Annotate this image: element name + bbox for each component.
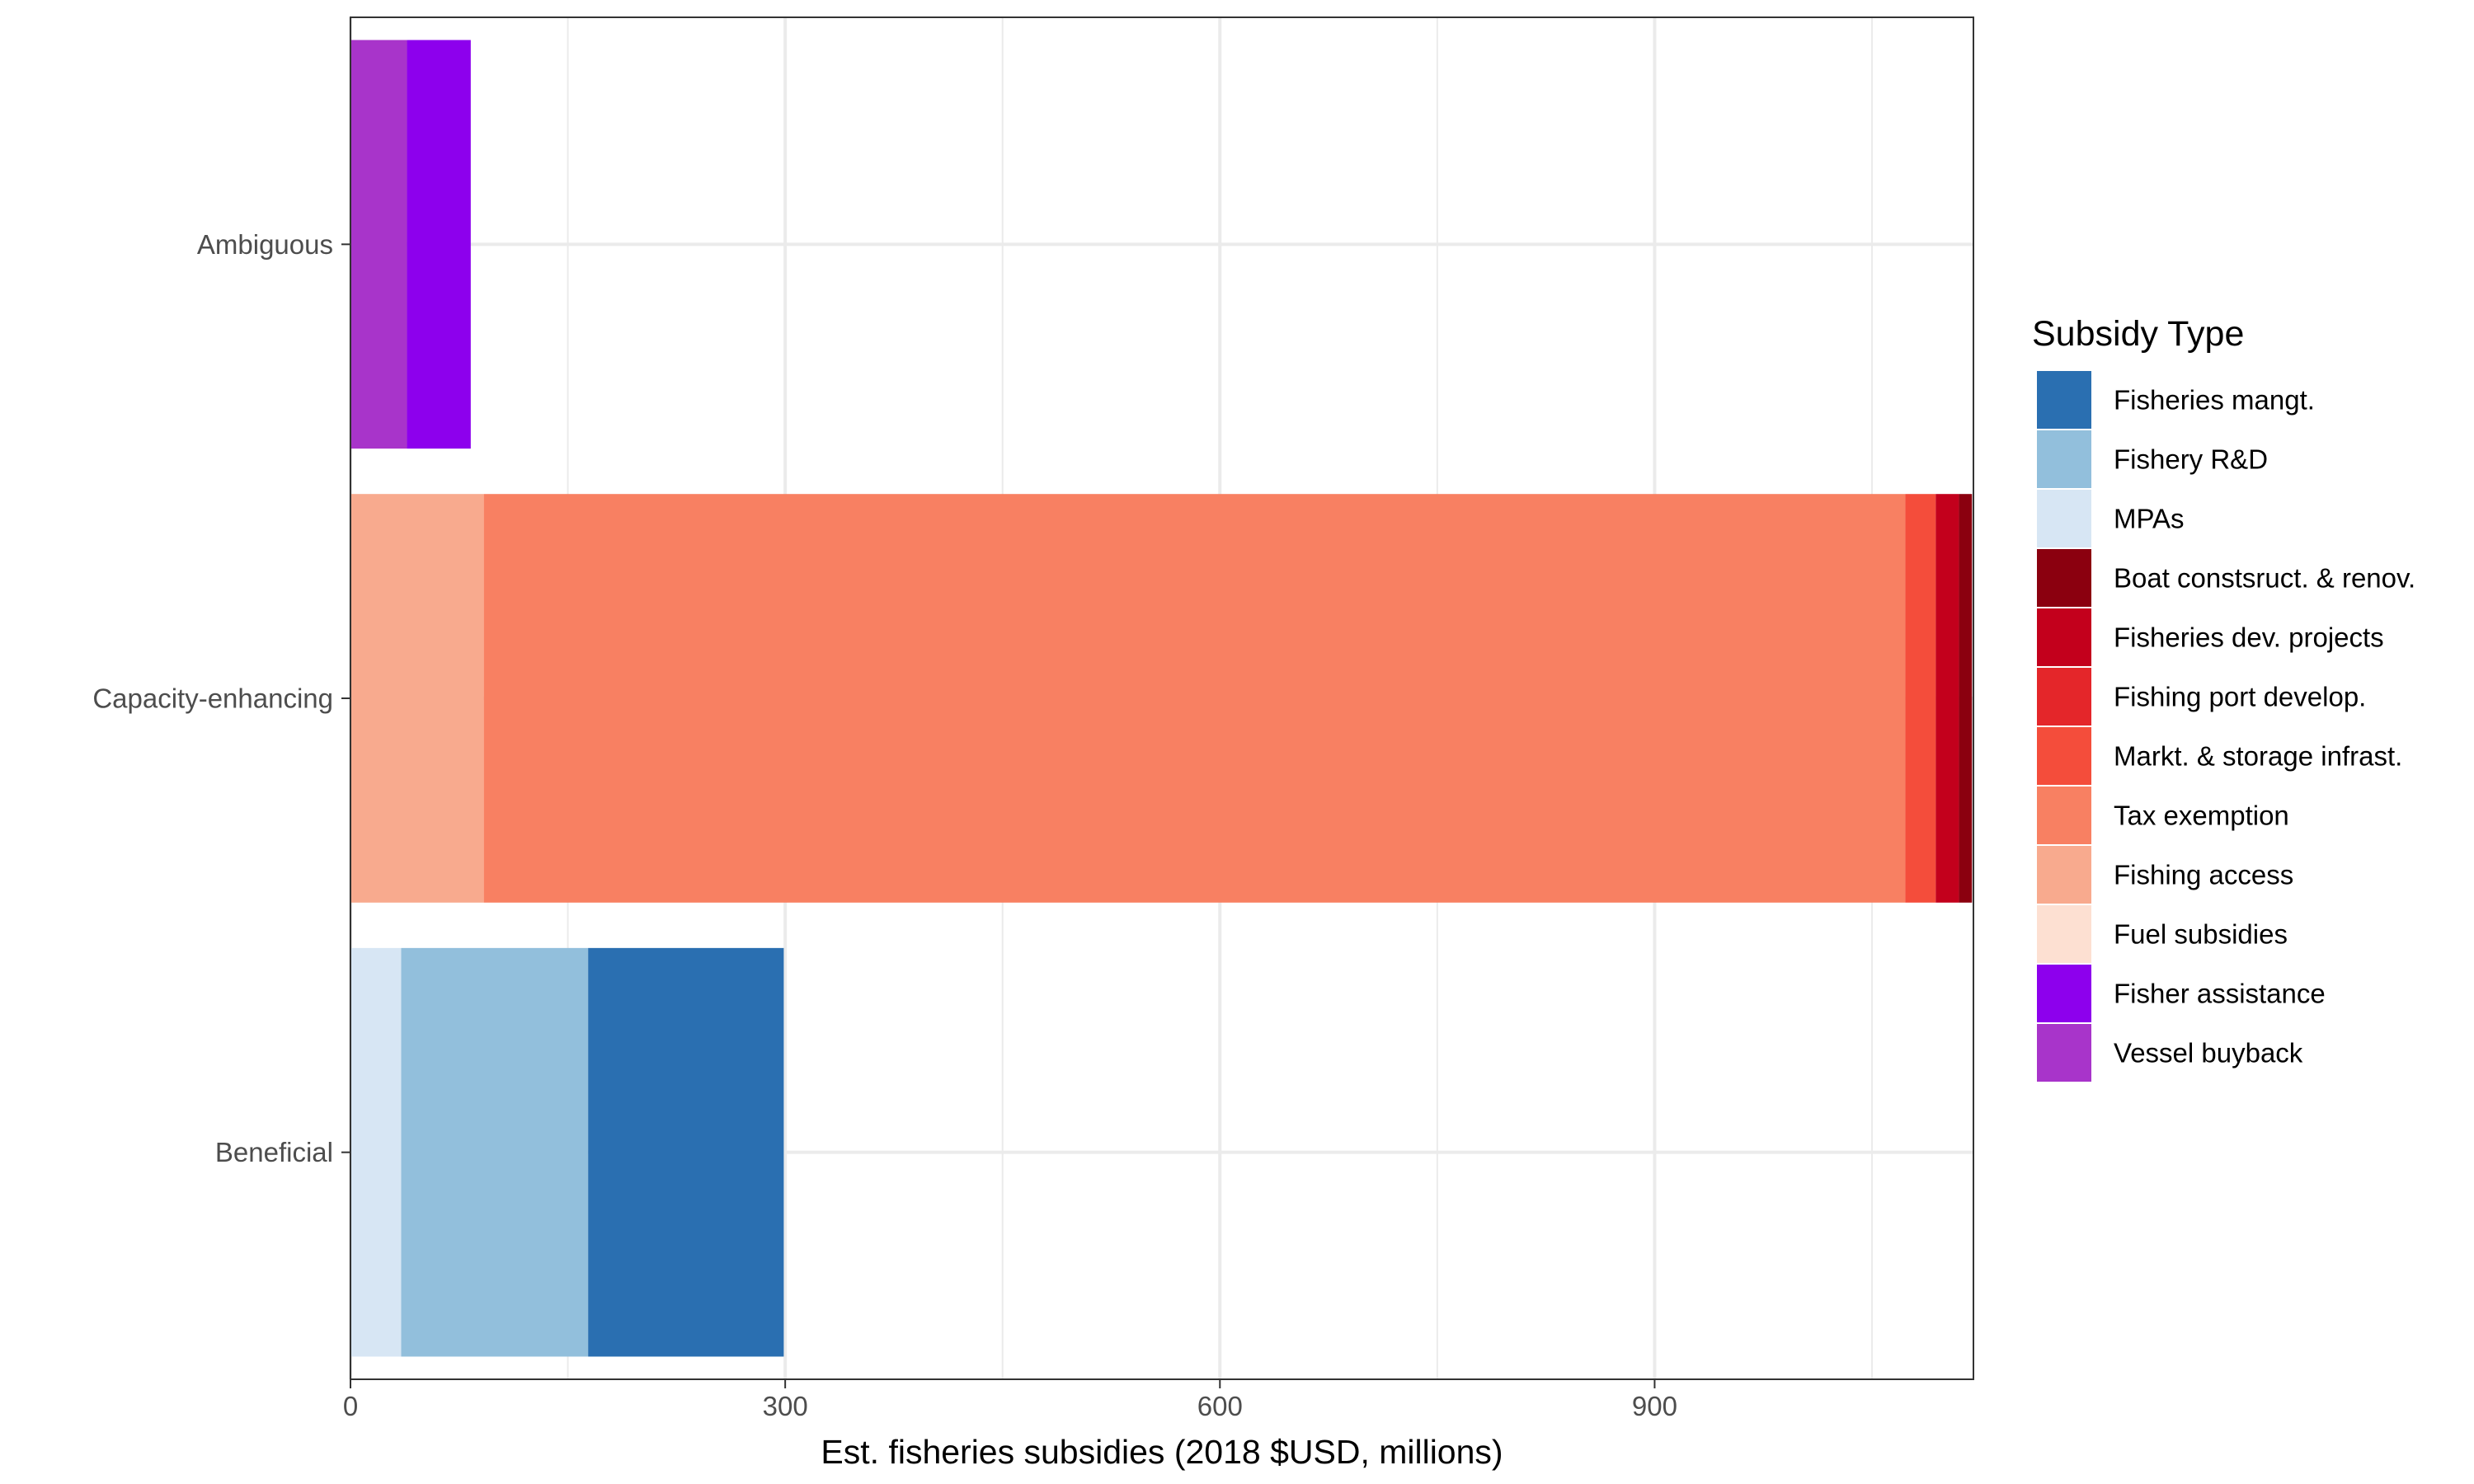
bar-segment	[407, 40, 471, 449]
bar-segment	[1905, 494, 1936, 903]
bar-segment	[588, 947, 784, 1357]
bars	[350, 40, 1973, 1357]
y-tick-label: Capacity-enhancing	[92, 683, 333, 714]
legend-key	[2037, 1024, 2091, 1082]
bar-segment	[350, 947, 402, 1357]
legend-label: Fisheries mangt.	[2114, 385, 2315, 416]
legend-key	[2037, 846, 2091, 904]
legend-label: Fishing access	[2114, 860, 2293, 890]
bar-segment	[1935, 494, 1959, 903]
bar-segment	[401, 947, 589, 1357]
legend-key	[2037, 965, 2091, 1022]
bar-segment	[350, 494, 484, 903]
legend-key	[2037, 727, 2091, 785]
legend-label: Fishing port develop.	[2114, 682, 2366, 712]
legend-label: Boat constsruct. & renov.	[2114, 563, 2415, 594]
legend-label: Tax exemption	[2114, 801, 2289, 831]
legend-key	[2037, 371, 2091, 429]
x-tick-label: 600	[1197, 1391, 1243, 1421]
x-axis-title: Est. fisheries subsidies (2018 $USD, mil…	[821, 1433, 1503, 1471]
bar-segment	[483, 494, 1906, 903]
bar-segment	[350, 40, 407, 449]
legend-label: Fisheries dev. projects	[2114, 622, 2384, 653]
legend-key	[2037, 787, 2091, 844]
legend-title: Subsidy Type	[2032, 314, 2244, 354]
legend: Subsidy Type Fisheries mangt. Fishery R&D…	[2032, 314, 2415, 1082]
legend-label: Fisher assistance	[2114, 979, 2326, 1009]
legend-label: Vessel buyback	[2114, 1038, 2303, 1068]
y-tick-label: Ambiguous	[197, 229, 333, 260]
y-tick-label: Beneficial	[215, 1137, 333, 1167]
legend-key	[2037, 430, 2091, 488]
axes: Ambiguous Capacity-enhancing Beneficial 0 30…	[92, 229, 1677, 1421]
legend-key	[2037, 668, 2091, 726]
legend-key	[2037, 608, 2091, 666]
legend-label: MPAs	[2114, 504, 2185, 534]
x-tick-label: 0	[343, 1391, 358, 1421]
legend-key	[2037, 490, 2091, 547]
x-tick-label: 300	[763, 1391, 808, 1421]
legend-key	[2037, 549, 2091, 607]
legend-label: Fishery R&D	[2114, 444, 2268, 475]
legend-key	[2037, 905, 2091, 963]
legend-label: Markt. & storage infrast.	[2114, 741, 2402, 772]
bar-segment	[1959, 494, 1973, 903]
legend-label: Fuel subsidies	[2114, 919, 2288, 950]
x-tick-label: 900	[1632, 1391, 1677, 1421]
